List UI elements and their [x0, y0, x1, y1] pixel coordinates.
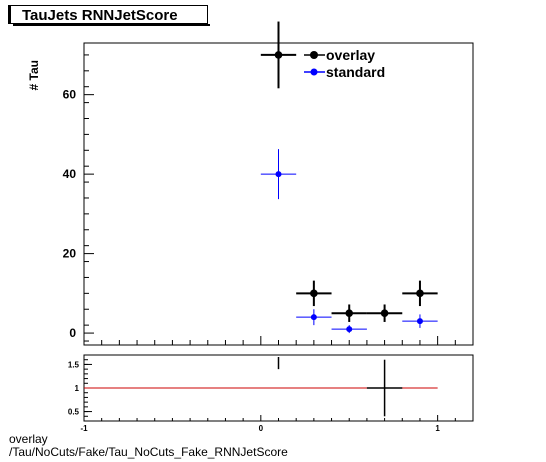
data-point-overlay: [274, 51, 283, 59]
data-point-standard: [310, 314, 317, 321]
ratio-y-tick-label: 0.5: [68, 408, 80, 417]
data-point-overlay: [380, 309, 389, 318]
y-tick-label: 40: [63, 167, 77, 181]
y-tick-label: 60: [63, 88, 77, 102]
ratio-marks: [84, 357, 438, 417]
data-point-standard: [275, 171, 282, 178]
legend-overlay-label: overlay: [326, 47, 375, 63]
y-axis-label: # Tau: [27, 60, 41, 90]
footer-line-1: overlay: [9, 432, 48, 446]
legend-standard-marker: [310, 68, 318, 76]
ratio-y-tick-label: 1: [75, 384, 80, 393]
series-standard: [260, 149, 438, 334]
main-marks: [260, 21, 438, 334]
y-tick-label: 20: [63, 247, 77, 261]
ratio-axes: 0.5 1 1.5 -1 0 1: [68, 359, 474, 433]
data-point-overlay: [345, 309, 354, 318]
data-point-standard: [346, 326, 353, 333]
ratio-x-tick-label: 0: [259, 424, 264, 433]
ratio-x-tick-label: 1: [435, 424, 440, 433]
ratio-x-tick-label: -1: [80, 424, 88, 433]
ratio-y-tick-label: 1.5: [68, 360, 80, 369]
y-tick-label: 0: [69, 326, 76, 340]
data-point-overlay: [310, 289, 318, 298]
main-axes: 0 20 40 60: [63, 54, 474, 345]
footer: overlay /Tau/NoCuts/Fake/Tau_NoCuts_Fake…: [9, 433, 288, 459]
series-overlay: [260, 21, 438, 322]
legend-overlay-marker: [310, 51, 318, 59]
legend: overlay standard: [304, 47, 385, 80]
legend-standard-label: standard: [326, 64, 385, 80]
data-point-standard: [416, 318, 423, 325]
chart-title: TauJets RNNJetScore: [8, 5, 210, 26]
data-point-overlay: [416, 289, 424, 298]
footer-line-2: /Tau/NoCuts/Fake/Tau_NoCuts_Fake_RNNJetS…: [9, 445, 288, 459]
